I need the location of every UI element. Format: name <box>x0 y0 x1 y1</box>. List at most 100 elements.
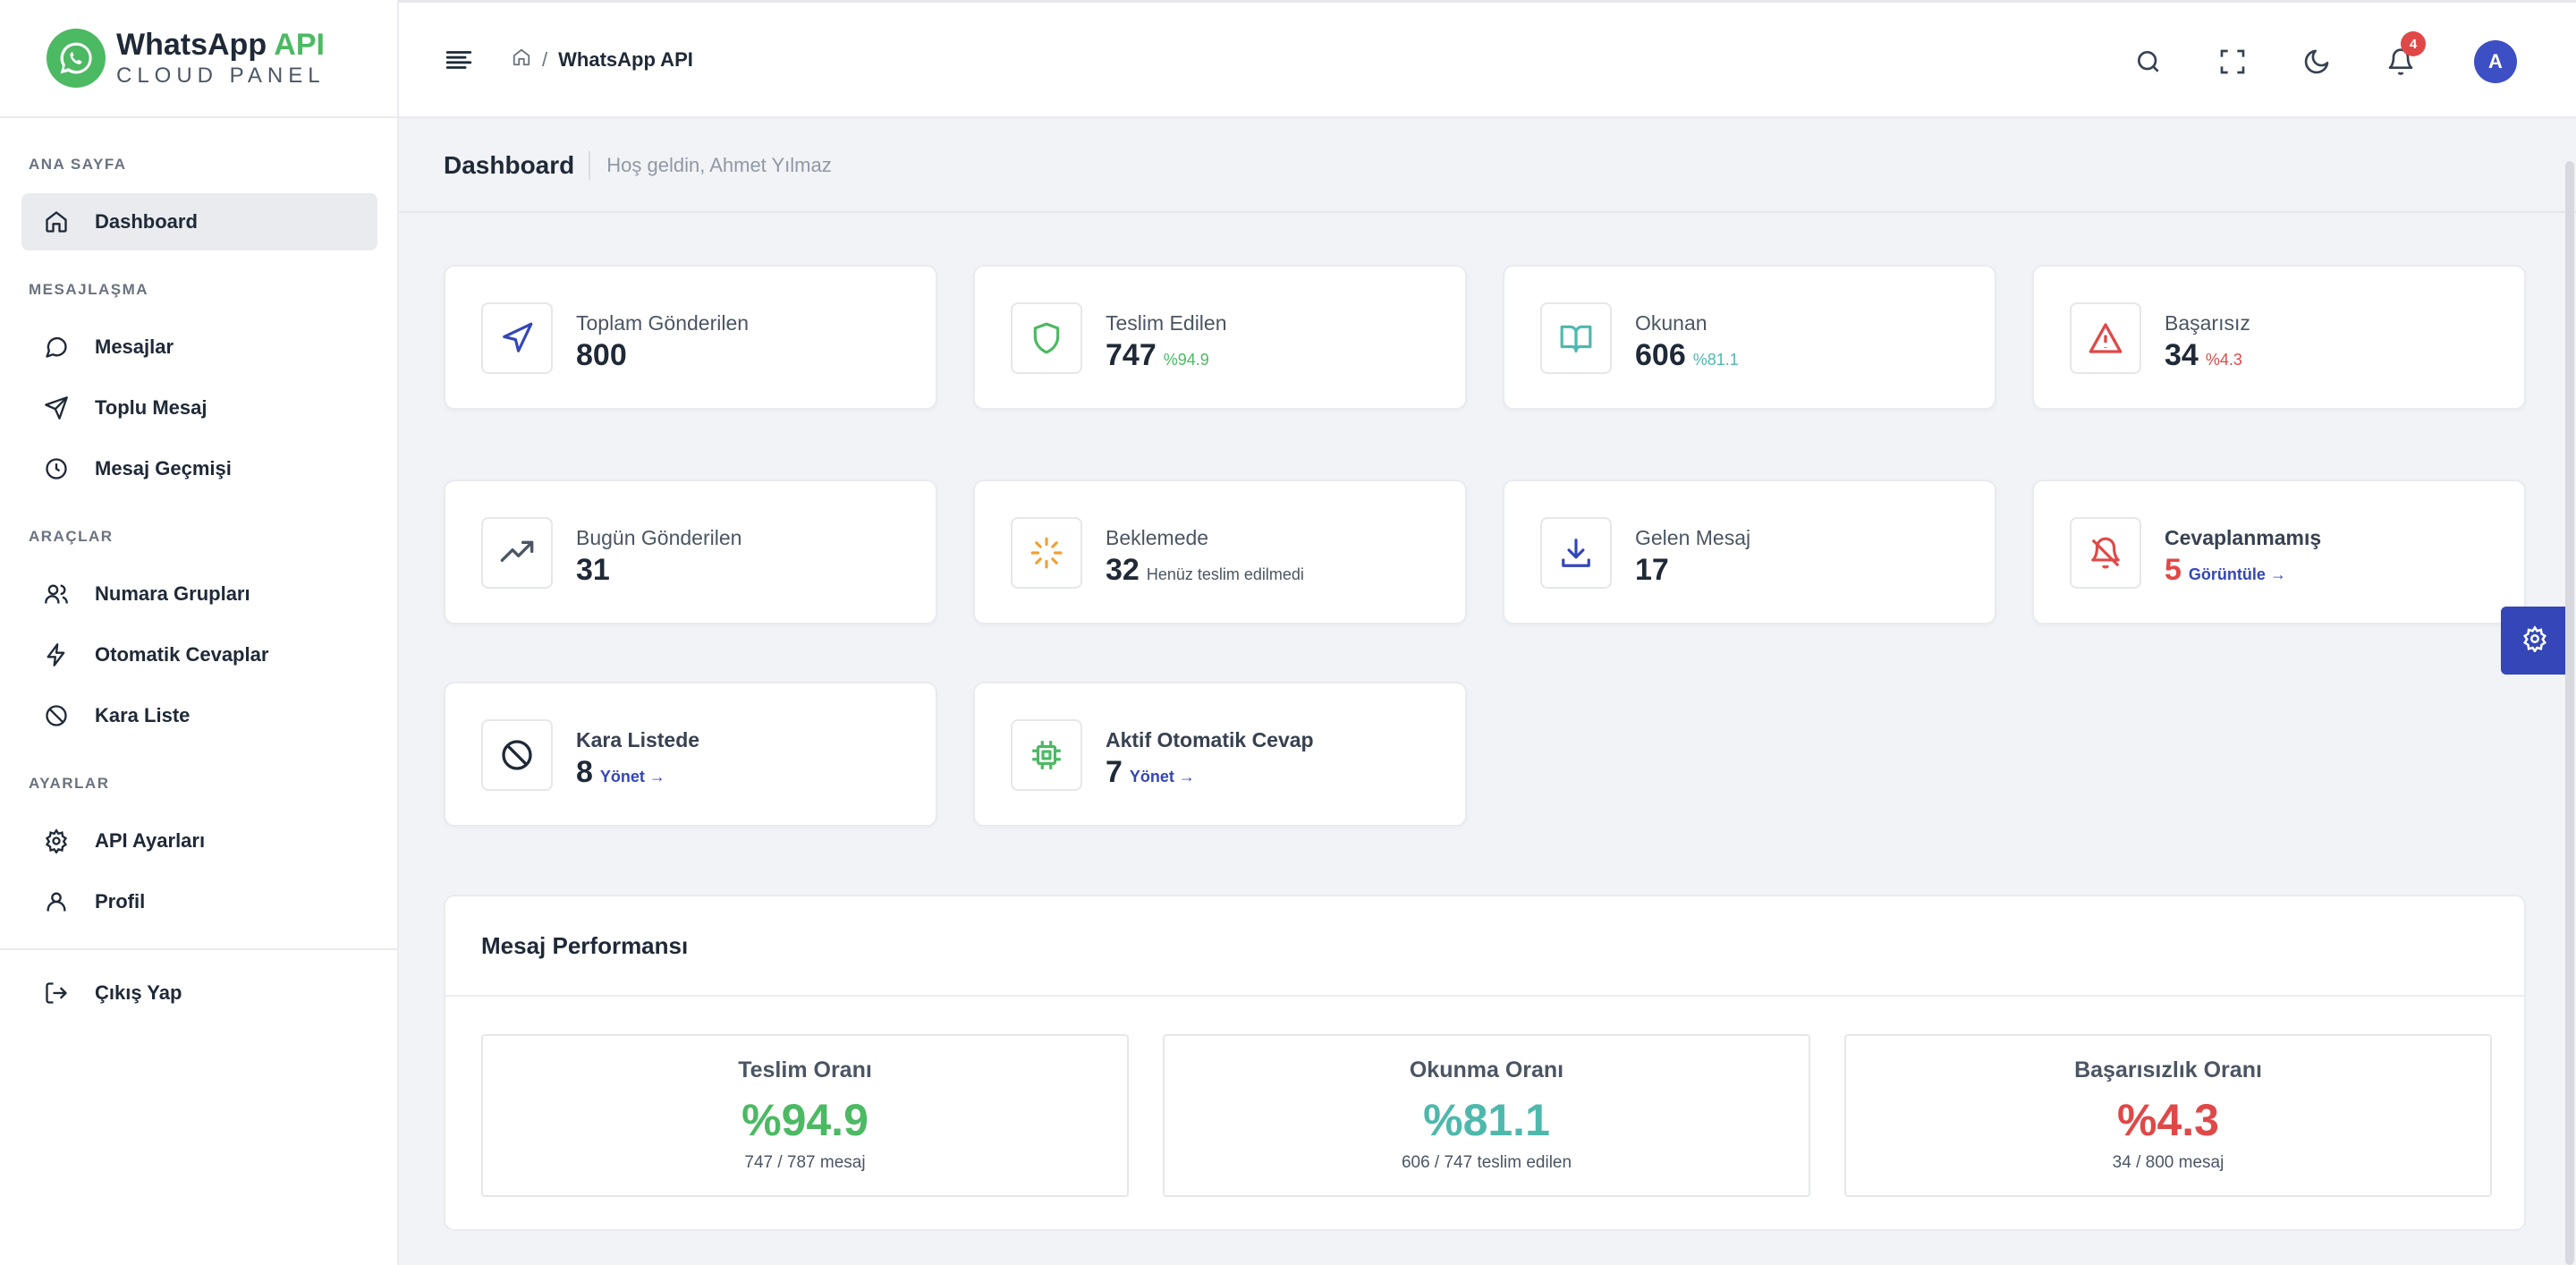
breadcrumb-separator: / <box>542 48 548 71</box>
brand-title: WhatsApp API <box>116 28 325 62</box>
stat-value: 8 <box>576 755 593 789</box>
ban-icon <box>481 719 553 791</box>
stat-label: Kara Listede <box>576 728 700 751</box>
rate-label: Teslim Oranı <box>738 1057 872 1082</box>
sidebar-item-blacklist[interactable]: Kara Liste <box>21 687 377 744</box>
nav-section-home: ANA SAYFA <box>29 156 127 173</box>
stat-value: 7 <box>1106 755 1123 789</box>
rate-value: %94.9 <box>741 1095 869 1145</box>
navigation-icon <box>481 302 553 374</box>
stat-percent: %81.1 <box>1692 351 1739 369</box>
cpu-icon <box>1011 719 1082 791</box>
sidebar-item-bulk-message[interactable]: Toplu Mesaj <box>21 379 377 437</box>
scrollbar[interactable] <box>2565 161 2574 1265</box>
stat-value: 34 <box>2165 338 2199 372</box>
avatar[interactable]: A <box>2474 40 2517 83</box>
rate-detail: 606 / 747 teslim edilen <box>1401 1153 1572 1172</box>
stat-card-unanswered: Cevaplanmamış 5 Görüntüle → <box>2032 480 2526 624</box>
stat-value: 31 <box>576 553 610 587</box>
sidebar-item-message-history[interactable]: Mesaj Geçmişi <box>21 440 377 497</box>
rate-value: %81.1 <box>1423 1095 1550 1145</box>
fullscreen-icon[interactable] <box>2215 44 2250 80</box>
stat-card-active-auto-reply: Aktif Otomatik Cevap 7 Yönet → <box>973 682 1467 827</box>
search-icon[interactable] <box>2131 44 2166 80</box>
breadcrumb-home-icon[interactable] <box>512 47 531 72</box>
brand[interactable]: WhatsApp API CLOUD PANEL <box>0 0 397 118</box>
stat-card-blacklisted: Kara Listede 8 Yönet → <box>444 682 937 827</box>
sidebar: WhatsApp API CLOUD PANEL ANA SAYFA Dashb… <box>0 0 399 1265</box>
page-header: Dashboard Hoş geldin, Ahmet Yılmaz <box>399 120 2576 213</box>
stat-card-pending: Beklemede 32 Henüz teslim edilmedi <box>973 480 1467 624</box>
notification-badge: 4 <box>2401 31 2426 56</box>
settings-fab-button[interactable] <box>2501 607 2569 675</box>
user-icon <box>43 888 70 915</box>
send-icon <box>43 395 70 421</box>
stat-label: Aktif Otomatik Cevap <box>1106 728 1314 751</box>
sidebar-item-profile[interactable]: Profil <box>21 873 377 930</box>
menu-toggle-icon[interactable] <box>444 45 474 75</box>
message-circle-icon <box>43 334 70 361</box>
users-icon <box>43 581 70 607</box>
rate-detail: 747 / 787 mesaj <box>744 1153 866 1172</box>
view-link[interactable]: Görüntüle → <box>2188 565 2286 583</box>
stat-label: Cevaplanmamış <box>2165 526 2322 549</box>
stat-card-delivered: Teslim Edilen 747 %94.9 <box>973 265 1467 410</box>
stat-percent: %94.9 <box>1163 351 1209 369</box>
stat-value: 32 <box>1106 553 1140 587</box>
panel-divider <box>445 995 2524 997</box>
nav-section-tools: ARAÇLAR <box>29 528 114 545</box>
stat-value: 747 <box>1106 338 1157 372</box>
shield-icon <box>1011 302 1082 374</box>
trending-up-icon <box>481 517 553 589</box>
loader-icon <box>1011 517 1082 589</box>
panel-title: Mesaj Performansı <box>481 932 689 959</box>
rate-detail: 34 / 800 mesaj <box>2112 1153 2224 1172</box>
page-title: Dashboard <box>444 151 591 180</box>
stat-value: 800 <box>576 338 627 372</box>
sidebar-divider <box>0 948 399 950</box>
stat-note: Henüz teslim edilmedi <box>1146 565 1304 583</box>
stat-label: Toplam Gönderilen <box>576 311 750 335</box>
gear-icon <box>2521 624 2548 657</box>
stat-label: Beklemede <box>1106 526 1209 549</box>
stat-card-incoming: Gelen Mesaj 17 <box>1503 480 1996 624</box>
sidebar-item-number-groups[interactable]: Numara Grupları <box>21 565 377 623</box>
read-rate-box: Okunma Oranı %81.1 606 / 747 teslim edil… <box>1163 1034 1810 1197</box>
failure-rate-box: Başarısızlık Oranı %4.3 34 / 800 mesaj <box>1844 1034 2492 1197</box>
message-performance-panel: Mesaj Performansı Teslim Oranı %94.9 747… <box>444 895 2526 1231</box>
stat-card-today-sent: Bugün Gönderilen 31 <box>444 480 937 624</box>
sidebar-item-api-settings[interactable]: API Ayarları <box>21 812 377 870</box>
rate-label: Okunma Oranı <box>1409 1057 1564 1082</box>
logout-button[interactable]: Çıkış Yap <box>21 964 377 1022</box>
clock-icon <box>43 455 70 482</box>
stat-card-failed: Başarısız 34 %4.3 <box>2032 265 2526 410</box>
sidebar-item-auto-replies[interactable]: Otomatik Cevaplar <box>21 626 377 683</box>
stat-card-total-sent: Toplam Gönderilen 800 <box>444 265 937 410</box>
stat-label: Bugün Gönderilen <box>576 526 742 549</box>
manage-link[interactable]: Yönet → <box>1129 768 1195 785</box>
sidebar-item-messages[interactable]: Mesajlar <box>21 318 377 376</box>
stat-value: 5 <box>2165 553 2182 587</box>
whatsapp-logo-icon <box>47 29 106 88</box>
stat-label: Okunan <box>1635 311 1707 335</box>
book-open-icon <box>1540 302 1612 374</box>
rate-value: %4.3 <box>2117 1095 2219 1145</box>
stat-value: 606 <box>1635 338 1686 372</box>
breadcrumb: / WhatsApp API <box>512 47 693 72</box>
nav-section-messaging: MESAJLAŞMA <box>29 281 149 298</box>
stat-label: Teslim Edilen <box>1106 311 1227 335</box>
alert-triangle-icon <box>2070 302 2141 374</box>
brand-subtitle: CLOUD PANEL <box>116 64 326 88</box>
stat-card-read: Okunan 606 %81.1 <box>1503 265 1996 410</box>
manage-link[interactable]: Yönet → <box>599 768 665 785</box>
page-subtitle: Hoş geldin, Ahmet Yılmaz <box>606 154 832 176</box>
stat-label: Gelen Mesaj <box>1635 526 1751 549</box>
zap-icon <box>43 641 70 668</box>
breadcrumb-current: WhatsApp API <box>558 48 693 71</box>
sidebar-item-dashboard[interactable]: Dashboard <box>21 193 377 250</box>
settings-icon <box>43 828 70 854</box>
topbar: / WhatsApp API 4 A <box>399 0 2576 118</box>
notifications-icon[interactable]: 4 <box>2383 31 2426 80</box>
dark-mode-icon[interactable] <box>2299 44 2334 80</box>
delivery-rate-box: Teslim Oranı %94.9 747 / 787 mesaj <box>481 1034 1129 1197</box>
